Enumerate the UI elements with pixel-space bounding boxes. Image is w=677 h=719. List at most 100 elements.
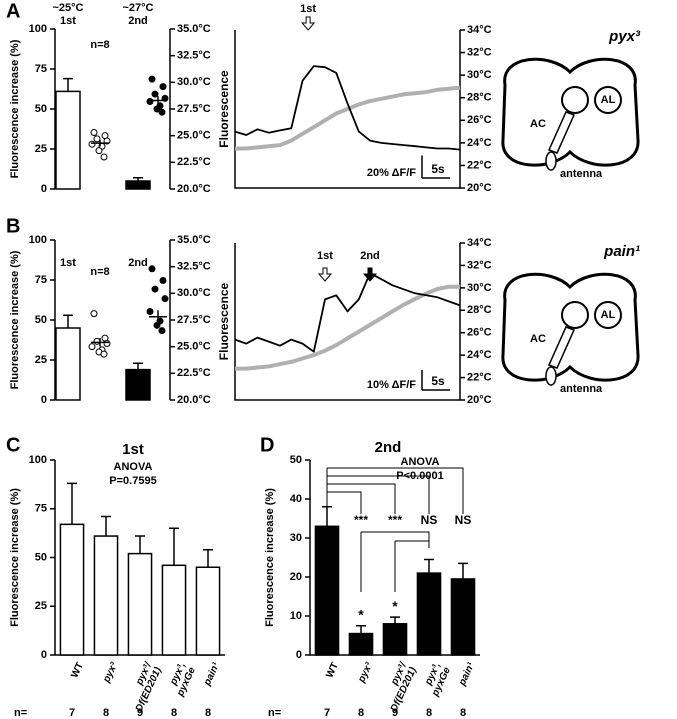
n-value: 8 xyxy=(460,707,466,719)
scale-bar-x-label: 5s xyxy=(431,374,445,388)
n-value: 9 xyxy=(137,707,143,719)
y-tick-label: 50 xyxy=(290,454,302,466)
plot-frame xyxy=(234,243,461,401)
y-tick-label: 50 xyxy=(35,551,47,563)
scale-bar-y-label: 10% ΔF/F xyxy=(367,379,416,391)
y2-tick-label: 28°C xyxy=(467,304,492,316)
y2-tick-label: 26°C xyxy=(467,327,492,339)
significance-vs-wt: *** xyxy=(354,513,368,527)
y-axis-label: Fluorescence xyxy=(217,282,231,360)
temperature-point xyxy=(161,295,169,303)
significance: * xyxy=(392,598,398,614)
diagram-label: AC xyxy=(530,333,546,345)
y-tick-label: 20 xyxy=(290,571,302,583)
error-bar xyxy=(133,362,143,370)
y-tick-label: 50 xyxy=(35,314,47,326)
category-note: ~25°C xyxy=(52,2,83,14)
temperature-mean xyxy=(91,139,109,147)
error-bar xyxy=(169,527,179,566)
y2-tick-label: 22°C xyxy=(467,371,492,383)
temperature-point xyxy=(90,310,98,318)
y2-tick-label: 20.0°C xyxy=(177,394,211,406)
y2-tick-label: 28°C xyxy=(467,92,492,104)
panel-label: A xyxy=(6,0,20,22)
y2-tick-label: 35.0°C xyxy=(177,234,211,246)
y-tick-label: 100 xyxy=(29,23,47,35)
temperature-mean xyxy=(91,338,109,347)
error-bar xyxy=(101,515,111,537)
scale-bar-y-label: 20% ΔF/F xyxy=(367,167,416,179)
bar xyxy=(55,327,81,401)
y-axis-label: Fluorescence increase (%) xyxy=(9,250,21,389)
temperature-mean xyxy=(149,310,167,324)
n-value: 8 xyxy=(426,707,432,719)
y2-tick-label: 32°C xyxy=(467,259,492,271)
bar xyxy=(416,572,442,656)
temperature-point xyxy=(95,147,103,155)
annotation-arrow xyxy=(317,267,333,282)
nerve xyxy=(547,111,576,154)
y-tick-label: 0 xyxy=(41,649,47,661)
category-label: 1st xyxy=(60,15,76,27)
temperature-point xyxy=(103,339,111,347)
y2-tick-label: 24°C xyxy=(467,349,492,361)
bracket xyxy=(326,467,464,514)
diagram-label: antenna xyxy=(560,383,603,395)
annotation: P<0.0001 xyxy=(396,470,443,482)
y-tick-label: 30 xyxy=(290,532,302,544)
y-tick-label: 25 xyxy=(35,143,47,155)
scale-bar-x-label: 5s xyxy=(431,162,445,176)
temperature-point xyxy=(93,337,101,345)
bar xyxy=(125,180,151,190)
temperature-point xyxy=(158,327,166,335)
y2-tick-label: 32.5°C xyxy=(177,50,211,62)
category-note: ~27°C xyxy=(122,2,153,14)
annotation: ANOVA xyxy=(401,456,440,468)
n-value: 8 xyxy=(205,707,211,719)
temperature-point xyxy=(146,98,154,106)
bar xyxy=(59,523,85,656)
temperature-point xyxy=(158,108,166,116)
panel-label: D xyxy=(260,434,274,456)
y2-tick-label: 25.0°C xyxy=(177,341,211,353)
annotation: P=0.7595 xyxy=(109,475,156,487)
error-bar xyxy=(322,506,332,527)
chart-title: 1st xyxy=(122,441,144,458)
lobe xyxy=(561,301,589,329)
y2-tick-label: 20°C xyxy=(467,394,492,406)
y2-tick-label: 27.5°C xyxy=(177,314,211,326)
series-line xyxy=(234,272,461,353)
diagram-title: pyx³ xyxy=(608,28,641,45)
y-tick-label: 0 xyxy=(41,183,47,195)
y2-tick-label: 30.0°C xyxy=(177,287,211,299)
y-tick-label: 50 xyxy=(35,103,47,115)
y-axis-label: Fluorescence increase (%) xyxy=(264,488,276,627)
annotation: 2nd xyxy=(360,250,380,262)
n-label: n= xyxy=(268,707,281,719)
y2-tick-label: 34°C xyxy=(467,24,492,36)
chart-title: 2nd xyxy=(375,439,402,456)
temperature-point xyxy=(159,83,167,91)
y-tick-label: 75 xyxy=(35,63,47,75)
temperature-point xyxy=(146,307,154,315)
series-line xyxy=(235,85,461,151)
brain-diagram: AC AL antenna pyx³ xyxy=(501,28,641,180)
temperature-point xyxy=(151,90,159,98)
bar xyxy=(127,552,153,656)
y-tick-label: 0 xyxy=(296,649,302,661)
y-tick-label: 0 xyxy=(41,394,47,406)
y-tick-label: 10 xyxy=(290,610,302,622)
diagram-label: AL xyxy=(601,309,616,321)
y-tick-label: 25 xyxy=(35,354,47,366)
y-axis-label: Fluorescence increase (%) xyxy=(9,39,21,178)
bar xyxy=(161,564,187,656)
category-label: 2nd xyxy=(128,15,148,27)
temperature-point xyxy=(90,128,98,136)
y2-tick-label: 22°C xyxy=(467,159,492,171)
n-value: 7 xyxy=(324,707,330,719)
bar xyxy=(195,566,221,656)
y2-tick-label: 27.5°C xyxy=(177,103,211,115)
temperature-mean xyxy=(149,96,167,105)
y2-tick-label: 20.0°C xyxy=(177,183,211,195)
error-bar xyxy=(356,625,366,634)
